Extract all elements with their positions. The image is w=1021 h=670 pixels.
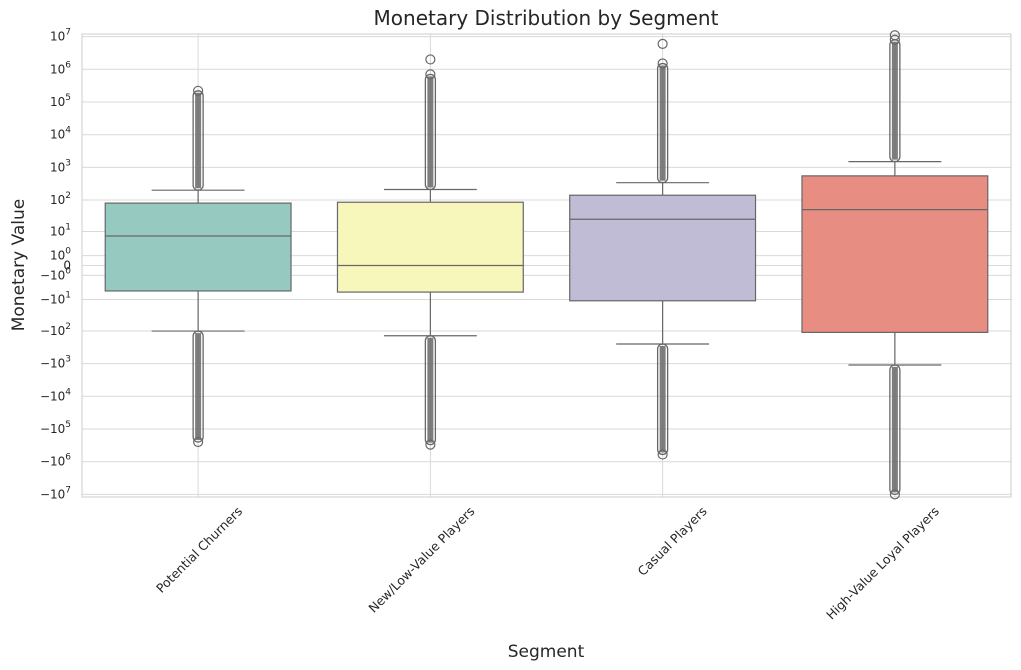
y-tick-label: 104 — [50, 126, 71, 142]
outliers-high-fill — [891, 41, 898, 160]
box — [801, 175, 989, 333]
y-tick-label: −107 — [40, 485, 71, 501]
box — [569, 194, 757, 302]
outliers-low-band — [889, 364, 901, 496]
outliers-high-fill — [427, 76, 434, 188]
outlier-point — [657, 449, 668, 460]
y-tick-label: 105 — [50, 93, 71, 109]
outlier-point — [193, 436, 204, 448]
outlier-point — [889, 489, 900, 500]
outliers-high-band — [656, 62, 669, 184]
outliers-low-band — [192, 330, 204, 443]
y-tick-label: 107 — [50, 28, 71, 44]
y-tick-label: −105 — [40, 420, 71, 436]
outliers-low-fill — [427, 337, 434, 443]
y-tick-label: 101 — [50, 222, 71, 238]
box — [104, 202, 292, 292]
y-tick-label: −102 — [40, 322, 71, 338]
outliers-low-fill — [195, 333, 202, 441]
y-tick-label: −103 — [40, 355, 71, 371]
outlier-point — [889, 30, 900, 41]
outliers-high-fill — [659, 65, 666, 181]
y-axis-label: Monetary Value — [9, 199, 29, 332]
y-tick-label: 0 — [63, 259, 71, 273]
outliers-low-band — [656, 343, 669, 456]
box-group — [104, 85, 292, 448]
outlier-point — [425, 439, 436, 450]
box — [336, 201, 524, 293]
outlier-point — [889, 34, 900, 45]
box-group — [569, 38, 757, 460]
box-group — [336, 54, 524, 450]
outlier-point — [657, 58, 668, 69]
y-tick-label: 106 — [50, 60, 71, 76]
x-axis-label: Segment — [508, 642, 585, 662]
box-group — [801, 30, 989, 500]
chart-title: Monetary Distribution by Segment — [374, 6, 719, 30]
outliers-high-band — [192, 90, 204, 191]
outlier-point — [193, 85, 204, 96]
outlier-point — [425, 54, 436, 65]
plot-frame — [81, 33, 1012, 498]
outlier-point — [425, 69, 436, 80]
x-tick-label: High-Value Loyal Players — [823, 504, 942, 623]
outliers-low-fill — [659, 345, 666, 453]
outlier-point — [657, 38, 668, 49]
y-tick-label: 102 — [50, 191, 71, 207]
y-tick-label: −104 — [40, 387, 71, 403]
y-tick-label: −106 — [40, 453, 71, 469]
outliers-high-fill — [195, 92, 202, 189]
x-tick-label: Potential Churners — [153, 504, 245, 596]
outliers-high-band — [424, 73, 437, 191]
outliers-low-fill — [891, 366, 898, 493]
x-tick-label: Casual Players — [635, 504, 710, 579]
y-tick-label: 100 — [50, 247, 71, 263]
y-tick-label: 103 — [50, 158, 71, 174]
y-tick-label: −101 — [40, 291, 71, 307]
outliers-low-band — [424, 335, 437, 446]
x-tick-label: New/Low-Value Players — [365, 504, 477, 616]
y-tick-label: −100 — [40, 266, 71, 282]
